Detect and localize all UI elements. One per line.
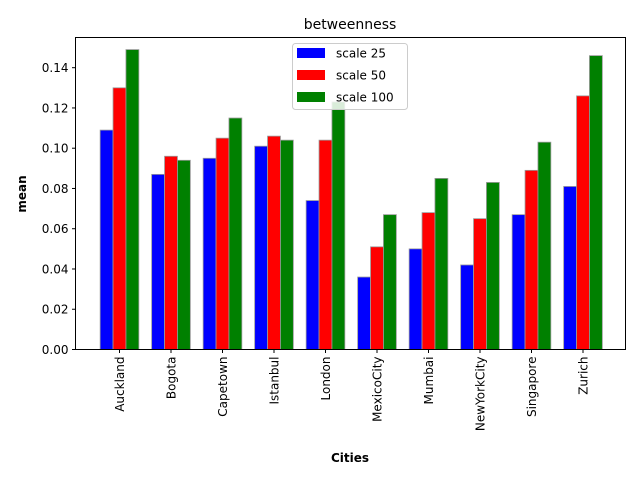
x-tick-label-zurich: Zurich — [576, 357, 590, 395]
bar-bogota-series-2 — [164, 155, 178, 350]
x-tick-label-bogota: Bogota — [164, 357, 178, 400]
bar-istanbul-series-2 — [267, 135, 281, 350]
bar-london-series-1 — [305, 200, 320, 350]
bars-group — [99, 49, 603, 350]
y-tick-label: 0.02 — [42, 303, 69, 317]
y-tick-label: 0.10 — [42, 142, 69, 156]
bar-auckland-series-3 — [125, 49, 140, 350]
x-tick-label-auckland: Auckland — [113, 357, 127, 412]
x-tick-label-singapore: Singapore — [525, 357, 539, 418]
bar-auckland-series-1 — [99, 129, 114, 350]
y-axis-title: mean — [15, 175, 29, 212]
legend-swatch-series-1 — [297, 48, 325, 58]
y-tick-label: 0.00 — [42, 343, 69, 357]
bar-mexicocity-series-2 — [370, 246, 384, 350]
legend-swatch-series-2 — [297, 70, 325, 80]
bar-auckland-series-2 — [112, 87, 127, 350]
y-tick-label: 0.08 — [42, 182, 69, 196]
bar-mumbai-series-3 — [434, 177, 449, 350]
bar-mexicocity-series-1 — [357, 276, 371, 350]
x-tick-label-london: London — [319, 357, 333, 401]
legend-swatch-series-3 — [297, 92, 325, 102]
bar-capetown-series-3 — [228, 117, 243, 350]
chart-title: betweenness — [304, 17, 397, 33]
bar-newyorkcity-series-3 — [486, 182, 500, 350]
bar-zurich-series-1 — [563, 186, 577, 350]
bar-mumbai-series-1 — [408, 248, 423, 350]
bar-london-series-2 — [318, 139, 333, 350]
y-tick-label: 0.04 — [42, 262, 69, 276]
legend-label-series-3: scale 100 — [336, 91, 394, 105]
bar-newyorkcity-series-1 — [460, 264, 474, 350]
bar-singapore-series-1 — [511, 214, 526, 350]
bar-mumbai-series-2 — [421, 212, 436, 350]
bar-singapore-series-3 — [537, 141, 552, 350]
bar-bogota-series-1 — [151, 173, 165, 350]
x-axis-title: Cities — [331, 451, 369, 465]
x-tick-label-mumbai: Mumbai — [422, 357, 436, 405]
x-axis: Auckland Bogota Capetown Istanbul London Mexi… — [113, 349, 590, 432]
bar-capetown-series-1 — [202, 157, 217, 350]
y-axis: 0.00 0.02 0.04 0.06 0.08 0.10 0.12 0.14 — [42, 61, 76, 357]
y-tick-label: 0.06 — [42, 222, 69, 236]
y-tick-label: 0.14 — [42, 61, 69, 75]
bar-istanbul-series-3 — [280, 139, 294, 350]
bar-capetown-series-2 — [215, 137, 230, 350]
legend-label-series-2: scale 50 — [336, 69, 386, 83]
bar-mexicocity-series-3 — [383, 214, 397, 350]
bar-zurich-series-2 — [576, 95, 590, 350]
plot-frame — [75, 37, 626, 350]
bar-zurich-series-3 — [589, 55, 603, 350]
bar-newyorkcity-series-2 — [473, 218, 487, 350]
legend: scale 25 scale 50 scale 100 — [292, 43, 408, 110]
x-tick-label-capetown: Capetown — [216, 357, 230, 417]
bar-singapore-series-2 — [524, 169, 539, 350]
bar-london-series-3 — [331, 101, 346, 350]
y-tick-label: 0.12 — [42, 101, 69, 115]
legend-label-series-1: scale 25 — [336, 47, 386, 61]
bar-bogota-series-3 — [177, 159, 191, 350]
x-tick-label-mexicocity: MexicoCity — [370, 357, 384, 422]
x-tick-label-newyorkcity: NewYorkCity — [473, 357, 487, 432]
bar-istanbul-series-1 — [254, 145, 268, 350]
x-tick-label-istanbul: Istanbul — [267, 357, 281, 405]
